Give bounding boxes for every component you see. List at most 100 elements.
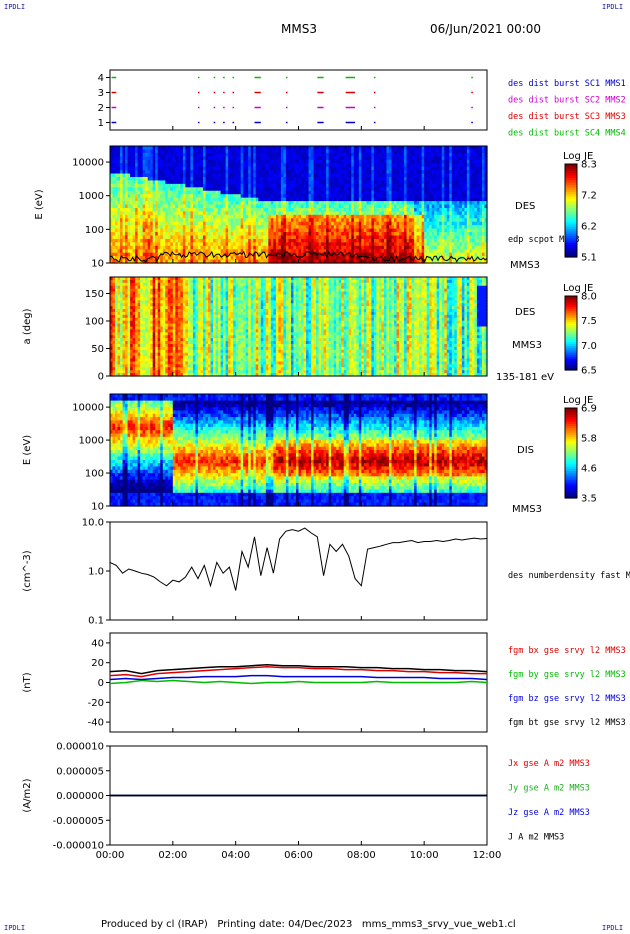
electron-spectrogram-cell [155, 166, 159, 171]
electron-spectrogram-cell [197, 214, 202, 219]
electron-spectrogram-cell [202, 204, 207, 209]
electron-spectrogram-cell [245, 146, 249, 151]
electron-spectrogram-cell [233, 146, 237, 151]
electron-spectrogram-cell [120, 197, 124, 202]
electron-spectrogram-cell [250, 204, 254, 209]
electron-spectrogram-cell [125, 159, 129, 164]
electron-spectrogram-cell [210, 149, 214, 154]
electron-spectrogram-cell [283, 235, 287, 240]
electron-spectrogram-cell [192, 176, 197, 182]
electron-spectrogram-cell [263, 214, 267, 219]
electron-spectrogram-cell [245, 218, 249, 223]
electron-spectrogram-cell [228, 245, 232, 250]
electron-spectrogram-cell [208, 197, 212, 202]
electron-spectrogram-cell [223, 259, 227, 264]
electron-spectrogram-cell [285, 201, 290, 206]
electron-spectrogram-cell [245, 235, 249, 240]
electron-spectrogram-cell [180, 183, 184, 188]
electron-spectrogram-cell [172, 152, 176, 157]
electron-spectrogram-cell [182, 197, 186, 202]
electron-spectrogram-cell [177, 207, 181, 212]
electron-spectrogram-cell [172, 228, 176, 233]
electron-spectrogram-cell [243, 201, 247, 206]
electron-spectrogram-cell [145, 242, 149, 247]
electron-spectrogram-cell [265, 204, 269, 209]
electron-spectrogram-cell [147, 149, 151, 154]
electron-spectrogram-cell [197, 235, 202, 240]
electron-spectrogram-cell [162, 156, 166, 161]
electron-spectrogram-cell [220, 194, 224, 199]
electron-spectrogram-cell [180, 232, 184, 237]
electron-spectrogram-cell [238, 232, 242, 237]
electron-spectrogram-cell [115, 256, 119, 261]
electron-spectrogram-cell [137, 207, 141, 212]
electron-spectrogram-cell [135, 170, 139, 175]
electron-spectrogram-cell [270, 197, 274, 202]
electron-spectrogram-cell [170, 232, 174, 237]
electron-spectrogram-cell [270, 225, 274, 230]
electron-spectrogram-cell [197, 180, 202, 185]
electron-spectrogram-cell [167, 163, 171, 168]
electron-spectrogram-cell [270, 242, 274, 247]
electron-spectrogram-cell [125, 238, 129, 243]
electron-spectrogram-cell [172, 173, 176, 178]
electron-spectrogram-cell [117, 249, 121, 254]
electron-spectrogram-cell [270, 146, 274, 151]
electron-spectrogram-cell [273, 238, 277, 243]
electron-spectrogram-cell [185, 225, 189, 230]
electron-spectrogram-cell [185, 159, 189, 164]
electron-spectrogram-cell [157, 183, 161, 188]
electron-spectrogram-cell [210, 187, 214, 192]
electron-spectrogram-cell [140, 256, 144, 261]
electron-spectrogram-cell [293, 235, 297, 240]
electron-spectrogram-cell [202, 232, 207, 237]
electron-spectrogram-cell [248, 228, 252, 233]
electron-spectrogram-cell [255, 207, 259, 212]
electron-spectrogram-cell [293, 249, 297, 254]
corner-mark-top-right: IPDLI [602, 3, 624, 11]
electron-spectrogram-cell [225, 190, 229, 195]
electron-spectrogram-cell [192, 166, 197, 171]
electron-spectrogram-cell [208, 228, 212, 233]
electron-spectrogram-cell [208, 146, 212, 151]
electron-spectrogram-cell [190, 163, 194, 168]
electron-spectrogram-cell [255, 201, 259, 206]
electron-spectrogram-cell [210, 173, 214, 178]
electron-spectrogram-cell [218, 159, 222, 164]
electron-spectrogram-cell [258, 214, 262, 219]
electron-spectrogram-cell [285, 176, 290, 182]
burst-legend-entry: des dist burst SC4 MMS4 [508, 129, 626, 139]
electron-spectrogram-cell [170, 256, 174, 261]
electron-spectrogram-cell [250, 228, 254, 233]
electron-spectrogram-cell [132, 156, 136, 161]
electron-spectrogram-cell [197, 211, 202, 216]
electron-spectrogram-cell [258, 190, 262, 195]
electron-spectrogram-cell [127, 207, 131, 212]
electron-spectrogram-cell [293, 204, 297, 209]
electron-spectrogram-cell [250, 159, 254, 164]
electron-spectrogram-cell [253, 156, 257, 161]
electron-spectrogram-cell [147, 245, 151, 250]
electron-spectrogram-cell [140, 211, 144, 216]
electron-spectrogram-cell [167, 152, 171, 157]
electron-spectrogram-cell [295, 149, 300, 154]
electron-spectrogram-cell [280, 159, 285, 164]
electron-spectrogram-cell [155, 176, 159, 182]
electron-spectrogram-cell [177, 197, 181, 202]
electron-spectrogram-cell [195, 218, 199, 223]
electron-spectrogram-cell [157, 190, 161, 195]
electron-spectrogram-cell [195, 207, 199, 212]
electron-spectrogram-cell [175, 163, 179, 168]
electron-spectrogram-cell [180, 170, 184, 175]
electron-spectrogram-cell [255, 218, 259, 223]
electron-spectrogram-cell [230, 204, 234, 209]
electron-spectrogram-cell [185, 218, 189, 223]
electron-spectrogram-cell [233, 232, 237, 237]
electron-spectrogram-cell [117, 197, 121, 202]
electron-spectrogram-cell [167, 235, 171, 240]
electron-spectrogram-cell [170, 173, 174, 178]
electron-spectrogram-cell [185, 221, 189, 226]
electron-spectrogram-cell [275, 225, 279, 230]
electron-spectrogram-cell [215, 218, 219, 223]
electron-spectrogram-cell [295, 190, 300, 195]
